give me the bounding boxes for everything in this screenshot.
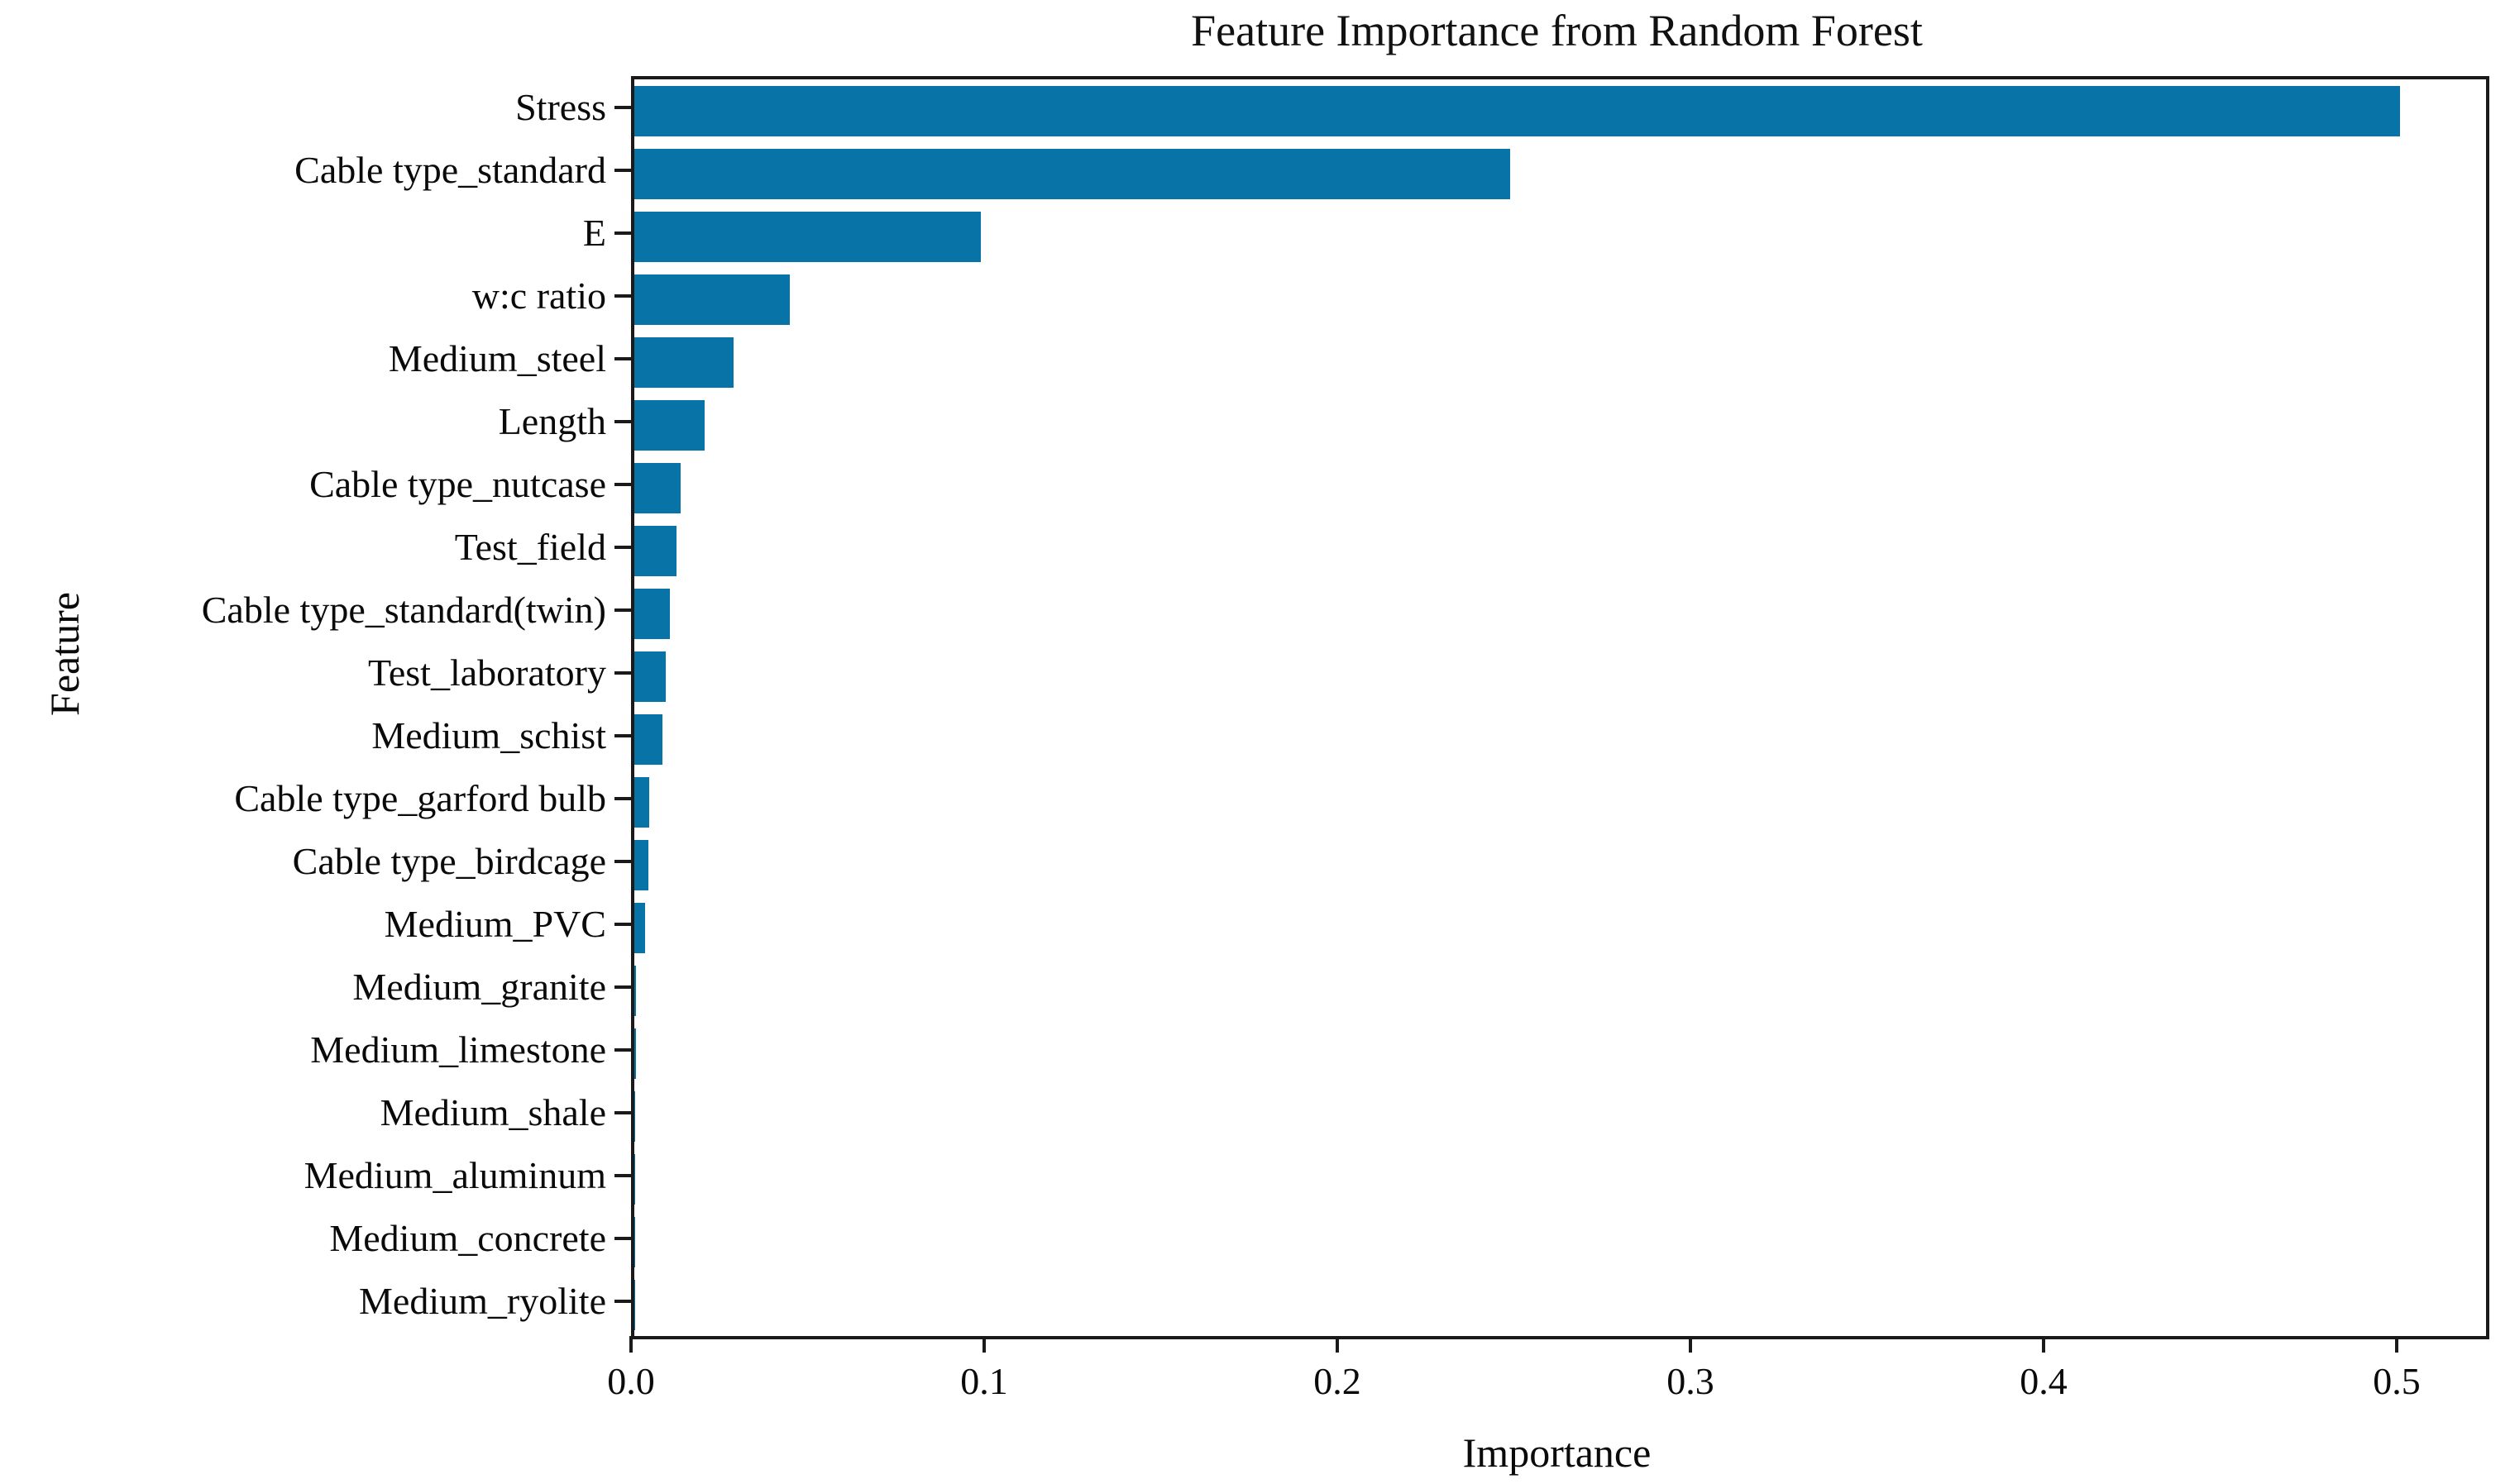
y-tick-label-medium-ryolite: Medium_ryolite [359,1280,606,1322]
bar-test-laboratory [634,651,666,702]
y-tick-mark-stress [614,106,631,109]
bar-medium-granite [634,966,636,1016]
bars-layer [634,79,2486,1336]
bar-medium-ryolite [634,1280,635,1330]
chart-title: Feature Importance from Random Forest [1191,6,1923,55]
y-tick-label-e: E [582,212,606,254]
y-tick-label-medium-schist: Medium_schist [371,714,606,756]
y-tick-label-cable-type-garford-bulb: Cable type_garford bulb [234,777,606,819]
y-tick-mark-medium-steel [614,357,631,360]
y-tick-mark-medium-concrete [614,1237,631,1240]
y-tick-label-cable-type-standard: Cable type_standard [294,149,606,191]
bar-medium-pvc [634,903,645,953]
bar-cable-type-nutcase [634,463,681,513]
bar-w-c-ratio [634,274,790,325]
y-tick-label-cable-type-birdcage: Cable type_birdcage [292,840,606,882]
y-tick-mark-medium-pvc [614,923,631,926]
bar-medium-schist [634,714,662,765]
y-tick-label-medium-limestone: Medium_limestone [310,1028,606,1071]
y-tick-label-test-laboratory: Test_laboratory [367,651,606,694]
y-tick-mark-cable-type-standard-twin [614,608,631,612]
y-tick-label-medium-steel: Medium_steel [388,337,606,379]
y-tick-mark-e [614,231,631,235]
bar-length [634,400,705,451]
bar-cable-type-birdcage [634,840,648,890]
bar-cable-type-standard [634,149,1510,199]
x-tick-label-0.1: 0.1 [960,1360,1008,1402]
y-tick-mark-medium-aluminum [614,1174,631,1177]
y-tick-mark-medium-schist [614,734,631,737]
y-tick-mark-cable-type-garford-bulb [614,797,631,800]
y-tick-label-length: Length [498,400,606,442]
bar-test-field [634,526,677,576]
y-tick-label-test-field: Test_field [454,526,606,568]
y-tick-mark-medium-limestone [614,1048,631,1052]
bar-medium-limestone [634,1028,636,1079]
y-axis-title: Feature [41,592,88,716]
y-tick-mark-w-c-ratio [614,294,631,298]
bar-medium-aluminum [634,1154,635,1205]
bar-medium-steel [634,337,734,388]
y-tick-mark-cable-type-nutcase [614,483,631,486]
y-tick-mark-medium-shale [614,1111,631,1114]
bar-medium-shale [634,1091,635,1142]
x-axis-title: Importance [1462,1429,1652,1476]
y-tick-mark-medium-ryolite [614,1300,631,1303]
y-tick-label-stress: Stress [515,86,606,128]
bar-cable-type-garford-bulb [634,777,649,828]
y-tick-mark-cable-type-standard [614,169,631,172]
y-tick-label-medium-pvc: Medium_PVC [384,903,606,945]
bar-e [634,212,981,262]
x-tick-label-0.4: 0.4 [2020,1360,2068,1402]
bar-medium-concrete [634,1217,635,1267]
y-tick-mark-medium-granite [614,985,631,989]
bar-stress [634,86,2400,136]
y-tick-mark-test-field [614,546,631,549]
y-tick-label-medium-concrete: Medium_concrete [329,1217,606,1259]
y-tick-mark-cable-type-birdcage [614,860,631,863]
y-tick-label-medium-shale: Medium_shale [380,1091,606,1133]
y-tick-label-cable-type-standard-twin: Cable type_standard(twin) [201,589,606,631]
x-tick-label-0.5: 0.5 [2373,1360,2421,1402]
y-tick-label-cable-type-nutcase: Cable type_nutcase [309,463,606,505]
y-tick-label-medium-granite: Medium_granite [352,966,606,1008]
y-tick-mark-test-laboratory [614,671,631,675]
y-tick-label-medium-aluminum: Medium_aluminum [304,1154,606,1196]
x-tick-label-0.2: 0.2 [1313,1360,1361,1402]
y-tick-label-w-c-ratio: w:c ratio [471,274,606,317]
y-tick-mark-length [614,420,631,423]
bar-cable-type-standard-twin [634,589,670,639]
plot-area [631,76,2489,1339]
x-tick-label-0.0: 0.0 [607,1360,655,1402]
x-tick-label-0.3: 0.3 [1666,1360,1714,1402]
